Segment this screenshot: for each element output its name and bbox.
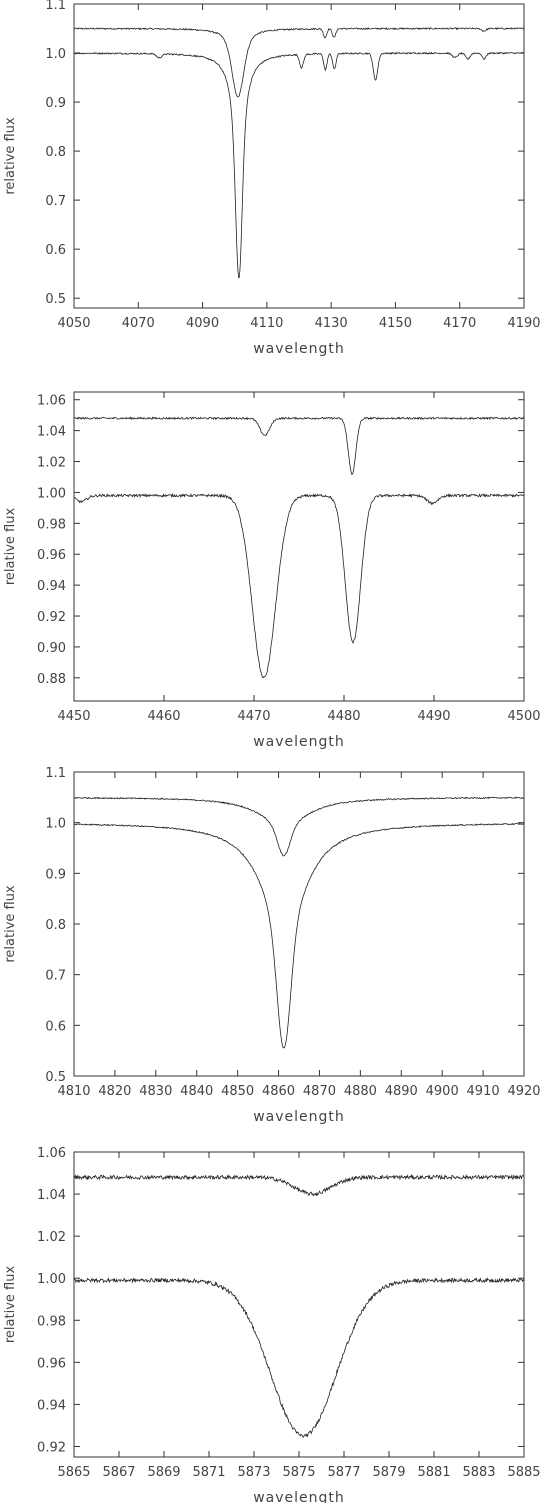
x-tick-label: 5869 — [147, 1465, 180, 1480]
plot-frame — [73, 1151, 525, 1458]
y-axis-label: relative flux — [3, 508, 18, 586]
x-tick-label: 4890 — [385, 1084, 418, 1099]
y-tick-label: 0.96 — [37, 1356, 66, 1371]
y-tick-label: 0.6 — [45, 1019, 66, 1034]
plot-frame — [73, 771, 525, 1077]
y-axis-label: relative flux — [3, 117, 18, 195]
x-tick-label: 4050 — [57, 316, 90, 331]
x-tick-label: 4480 — [327, 709, 360, 724]
x-tick-label: 4900 — [426, 1084, 459, 1099]
y-tick-label: 0.7 — [45, 194, 66, 209]
spectrum-line-1 — [73, 416, 525, 475]
x-tick-label: 4830 — [139, 1084, 172, 1099]
y-tick-label: 0.8 — [45, 918, 66, 933]
x-axis-label: wavelength — [253, 1109, 345, 1125]
y-tick-label: 0.5 — [45, 292, 66, 307]
y-tick-label: 0.9 — [45, 867, 66, 882]
y-tick-label: 1.00 — [37, 1272, 66, 1287]
spectrum-line-1 — [73, 26, 525, 98]
spectrum-line-2 — [73, 492, 525, 679]
x-tick-label: 4090 — [186, 316, 219, 331]
y-tick-label: 1.04 — [37, 1188, 66, 1203]
chart-panel-1: 4050 4070 4090 4110 4130 4150 4170 4190 0.5 0.6 0.… — [3, 0, 541, 357]
spectrum-line-2 — [73, 51, 525, 279]
x-tick-label: 4910 — [467, 1084, 500, 1099]
x-tick-label: 4920 — [507, 1084, 540, 1099]
plot-frame — [73, 391, 525, 702]
y-axis-label: relative flux — [3, 1266, 18, 1344]
x-axis-label: wavelength — [253, 734, 345, 750]
y-tick-label: 1.02 — [37, 1230, 66, 1245]
y-tick-label: 1.06 — [37, 1146, 66, 1161]
y-tick-label: 1.0 — [45, 47, 66, 62]
x-tick-label: 4880 — [344, 1084, 377, 1099]
x-tick-label: 4130 — [315, 316, 348, 331]
x-tick-label: 4500 — [507, 709, 540, 724]
x-tick-label: 5865 — [57, 1465, 90, 1480]
x-axis-label: wavelength — [253, 341, 345, 357]
x-tick-label: 4870 — [303, 1084, 336, 1099]
x-tick-label: 5867 — [102, 1465, 135, 1480]
x-tick-label: 5875 — [282, 1465, 315, 1480]
x-tick-label: 5883 — [462, 1465, 495, 1480]
y-tick-label: 0.94 — [37, 579, 66, 594]
x-tick-label: 4170 — [443, 316, 476, 331]
y-tick-label: 0.6 — [45, 243, 66, 258]
chart-panel-4: 5865 5867 5869 5871 5873 5875 5877 5879 5881 5883… — [3, 1146, 541, 1503]
x-tick-label: 4470 — [237, 709, 270, 724]
y-tick-label: 1.1 — [45, 0, 66, 13]
x-tick-label: 4820 — [98, 1084, 131, 1099]
plot-frame — [73, 3, 525, 309]
y-tick-label: 0.92 — [37, 610, 66, 625]
y-tick-label: 0.96 — [37, 548, 66, 563]
x-tick-label: 5881 — [417, 1465, 450, 1480]
x-tick-label: 4810 — [57, 1084, 90, 1099]
x-tick-label: 4850 — [221, 1084, 254, 1099]
x-tick-label: 4190 — [507, 316, 540, 331]
x-tick-label: 5873 — [237, 1465, 270, 1480]
x-tick-label: 5879 — [372, 1465, 405, 1480]
y-axis-label: relative flux — [3, 885, 18, 963]
x-tick-label: 4110 — [250, 316, 283, 331]
x-tick-label: 5877 — [327, 1465, 360, 1480]
x-axis-label: wavelength — [253, 1490, 345, 1503]
x-tick-label: 4490 — [417, 709, 450, 724]
spectrum-line-2 — [73, 822, 525, 1049]
x-tick-label: 4450 — [57, 709, 90, 724]
y-tick-label: 0.5 — [45, 1070, 66, 1085]
spectrum-line-2 — [73, 1277, 525, 1438]
x-tick-label: 4070 — [122, 316, 155, 331]
x-tick-label: 4840 — [180, 1084, 213, 1099]
y-tick-label: 1.0 — [45, 817, 66, 832]
x-tick-label: 4150 — [379, 316, 412, 331]
chart-panel-3: 4810 4820 4830 4840 4850 4860 4870 4880 4890 4900… — [3, 766, 541, 1125]
y-tick-label: 1.02 — [37, 456, 66, 471]
spectrum-line-1 — [73, 796, 525, 857]
y-tick-label: 0.98 — [37, 517, 66, 532]
x-tick-label: 5871 — [192, 1465, 225, 1480]
y-tick-label: 1.00 — [37, 486, 66, 501]
y-tick-label: 0.94 — [37, 1398, 66, 1413]
x-tick-label: 4460 — [147, 709, 180, 724]
y-tick-label: 0.7 — [45, 969, 66, 984]
spectrum-line-1 — [73, 1173, 525, 1197]
y-tick-label: 1.06 — [37, 394, 66, 409]
chart-panel-2: 4450 4460 4470 4480 4490 4500 0.88 0.90 0.92 0.94… — [3, 391, 541, 750]
y-tick-label: 0.98 — [37, 1314, 66, 1329]
y-tick-label: 1.04 — [37, 425, 66, 440]
y-tick-label: 1.1 — [45, 766, 66, 781]
x-tick-label: 4860 — [262, 1084, 295, 1099]
y-tick-label: 0.88 — [37, 672, 66, 687]
y-tick-label: 0.9 — [45, 96, 66, 111]
y-tick-label: 0.92 — [37, 1440, 66, 1455]
x-tick-label: 5885 — [507, 1465, 540, 1480]
y-tick-label: 0.90 — [37, 641, 66, 656]
y-tick-label: 0.8 — [45, 145, 66, 160]
